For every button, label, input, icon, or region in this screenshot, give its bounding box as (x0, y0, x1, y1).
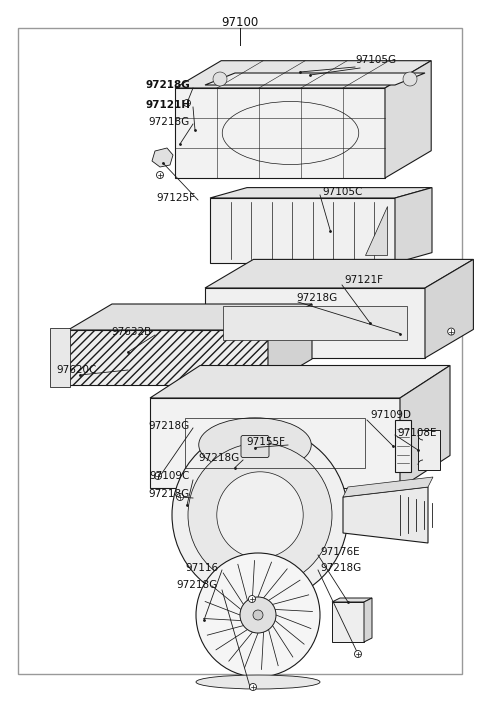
Ellipse shape (213, 72, 227, 86)
Text: 97632B: 97632B (112, 327, 152, 337)
Text: 97218G: 97218G (145, 80, 190, 90)
Polygon shape (210, 198, 395, 263)
Text: 97176E: 97176E (320, 547, 360, 557)
Circle shape (240, 597, 276, 633)
Polygon shape (332, 598, 372, 602)
Polygon shape (205, 260, 473, 288)
Polygon shape (332, 602, 364, 642)
Polygon shape (152, 148, 173, 167)
Polygon shape (50, 328, 70, 387)
Text: 97105C: 97105C (322, 187, 362, 197)
Circle shape (448, 328, 455, 335)
Polygon shape (343, 477, 433, 497)
Text: 97218G: 97218G (320, 563, 361, 573)
Circle shape (156, 171, 164, 178)
Polygon shape (205, 288, 425, 358)
Text: 97121H: 97121H (145, 100, 190, 110)
Circle shape (250, 684, 256, 691)
Polygon shape (68, 330, 268, 385)
Polygon shape (150, 366, 450, 398)
Text: 97218G: 97218G (149, 117, 190, 127)
Polygon shape (400, 366, 450, 488)
Text: 97620C: 97620C (56, 365, 96, 375)
Text: 97109D: 97109D (370, 410, 411, 420)
Circle shape (188, 443, 332, 587)
Text: 97125F: 97125F (156, 193, 195, 203)
Text: 97218G: 97218G (199, 453, 240, 463)
Polygon shape (175, 60, 431, 88)
Text: 97108E: 97108E (397, 428, 436, 438)
Text: 97218G: 97218G (177, 580, 218, 590)
Polygon shape (268, 304, 312, 385)
Circle shape (183, 100, 191, 107)
Text: 97218G: 97218G (149, 421, 190, 431)
Bar (395, 420, 411, 472)
Polygon shape (365, 206, 387, 255)
Circle shape (217, 472, 303, 558)
Circle shape (253, 610, 263, 620)
Polygon shape (205, 73, 425, 85)
Polygon shape (68, 304, 312, 330)
Polygon shape (395, 187, 432, 263)
Polygon shape (240, 598, 280, 615)
Circle shape (177, 494, 183, 501)
Ellipse shape (403, 72, 417, 86)
Polygon shape (425, 260, 473, 358)
Text: 97109C: 97109C (150, 471, 190, 481)
Polygon shape (223, 306, 407, 340)
FancyBboxPatch shape (241, 435, 269, 458)
Polygon shape (364, 598, 372, 642)
Circle shape (355, 651, 361, 658)
Circle shape (172, 427, 348, 603)
Text: 97218G: 97218G (149, 489, 190, 499)
Circle shape (249, 595, 255, 602)
Text: 97100: 97100 (221, 15, 259, 29)
Polygon shape (150, 398, 400, 488)
Circle shape (155, 472, 161, 479)
Polygon shape (418, 430, 440, 470)
Ellipse shape (196, 675, 320, 689)
Text: 97121F: 97121F (344, 275, 383, 285)
Text: 97155F: 97155F (246, 437, 285, 447)
Ellipse shape (199, 418, 311, 472)
Text: 97218G: 97218G (296, 293, 337, 303)
Polygon shape (343, 487, 428, 543)
Text: 97105G: 97105G (355, 55, 396, 65)
Polygon shape (385, 60, 431, 178)
Text: 97116: 97116 (185, 563, 218, 573)
Polygon shape (210, 187, 432, 198)
Polygon shape (175, 88, 385, 178)
Circle shape (196, 553, 320, 677)
